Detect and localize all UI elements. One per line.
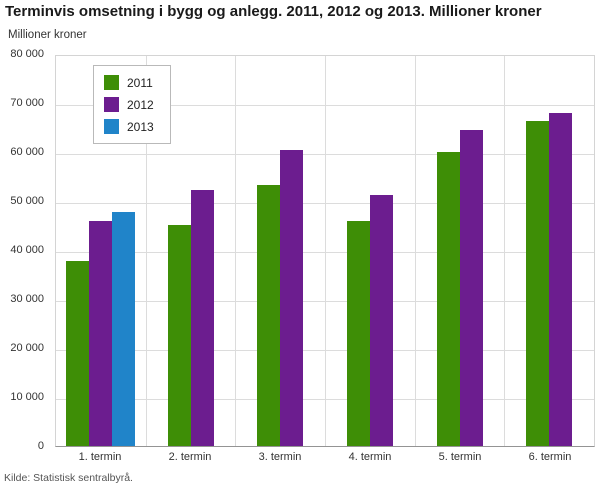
bar-group xyxy=(415,56,505,446)
y-tick-label: 20 000 xyxy=(10,342,44,354)
bar-2012 xyxy=(369,195,393,446)
y-tick-label: 60 000 xyxy=(10,146,44,158)
x-tick-label: 2. termin xyxy=(168,451,212,463)
legend-label: 2011 xyxy=(127,75,153,90)
y-tick-label: 10 000 xyxy=(10,391,44,403)
x-tick-label: 5. termin xyxy=(438,451,482,463)
y-tick-label: 80 000 xyxy=(10,48,44,60)
gridline-vertical xyxy=(145,56,147,446)
bar-2012 xyxy=(89,220,113,446)
legend-swatch-icon xyxy=(104,119,119,134)
gridline-vertical xyxy=(504,56,506,446)
gridline-vertical xyxy=(235,56,237,446)
bar-2011 xyxy=(257,185,281,446)
bar-group xyxy=(146,56,236,446)
y-tick-label: 0 xyxy=(37,440,44,452)
y-axis-label: Millioner kroner xyxy=(8,29,87,41)
x-tick-label: 1. termin xyxy=(78,451,122,463)
y-tick-label: 30 000 xyxy=(10,293,44,305)
legend-item-2013: 2013 xyxy=(104,119,154,134)
chart-title: Terminvis omsetning i bygg og anlegg. 20… xyxy=(5,3,542,20)
y-axis-ticks: 0 10 000 20 000 30 000 40 000 50 000 60 000 70 … xyxy=(0,0,50,488)
bar-2011 xyxy=(436,151,460,446)
gridline-vertical xyxy=(325,56,326,446)
bar-group xyxy=(325,56,415,446)
x-tick-label: 6. termin xyxy=(528,451,572,463)
bar-groups xyxy=(56,56,594,446)
legend-swatch-icon xyxy=(104,75,119,90)
legend-swatch-icon xyxy=(104,97,119,112)
legend-label: 2012 xyxy=(127,97,154,112)
bar-2012 xyxy=(459,129,483,446)
bar-2013 xyxy=(112,212,136,446)
legend-item-2011: 2011 xyxy=(104,75,154,90)
bar-group xyxy=(504,56,594,446)
legend: 2011 2012 2013 xyxy=(93,65,171,144)
bar-2011 xyxy=(346,221,370,446)
y-tick-label: 50 000 xyxy=(10,195,44,207)
bar-2011 xyxy=(66,260,90,446)
plot-area: 2011 2012 2013 xyxy=(55,55,595,447)
bar-group xyxy=(56,56,146,446)
bar-2012 xyxy=(280,150,304,446)
bar-group xyxy=(235,56,325,446)
bar-2012 xyxy=(190,190,214,446)
x-tick-label: 4. termin xyxy=(348,451,392,463)
y-tick-label: 70 000 xyxy=(10,97,44,109)
x-tick-label: 3. termin xyxy=(258,451,302,463)
legend-item-2012: 2012 xyxy=(104,97,154,112)
bar-2012 xyxy=(549,112,573,446)
source-text: Kilde: Statistisk sentralbyrå. xyxy=(4,472,133,484)
x-axis-ticks: 1. termin 2. termin 3. termin 4. termin 5. t… xyxy=(55,451,595,463)
y-tick-label: 40 000 xyxy=(10,244,44,256)
gridline-vertical xyxy=(414,56,416,446)
legend-label: 2013 xyxy=(127,119,154,134)
bar-2011 xyxy=(167,225,191,446)
bar-2011 xyxy=(526,120,550,446)
